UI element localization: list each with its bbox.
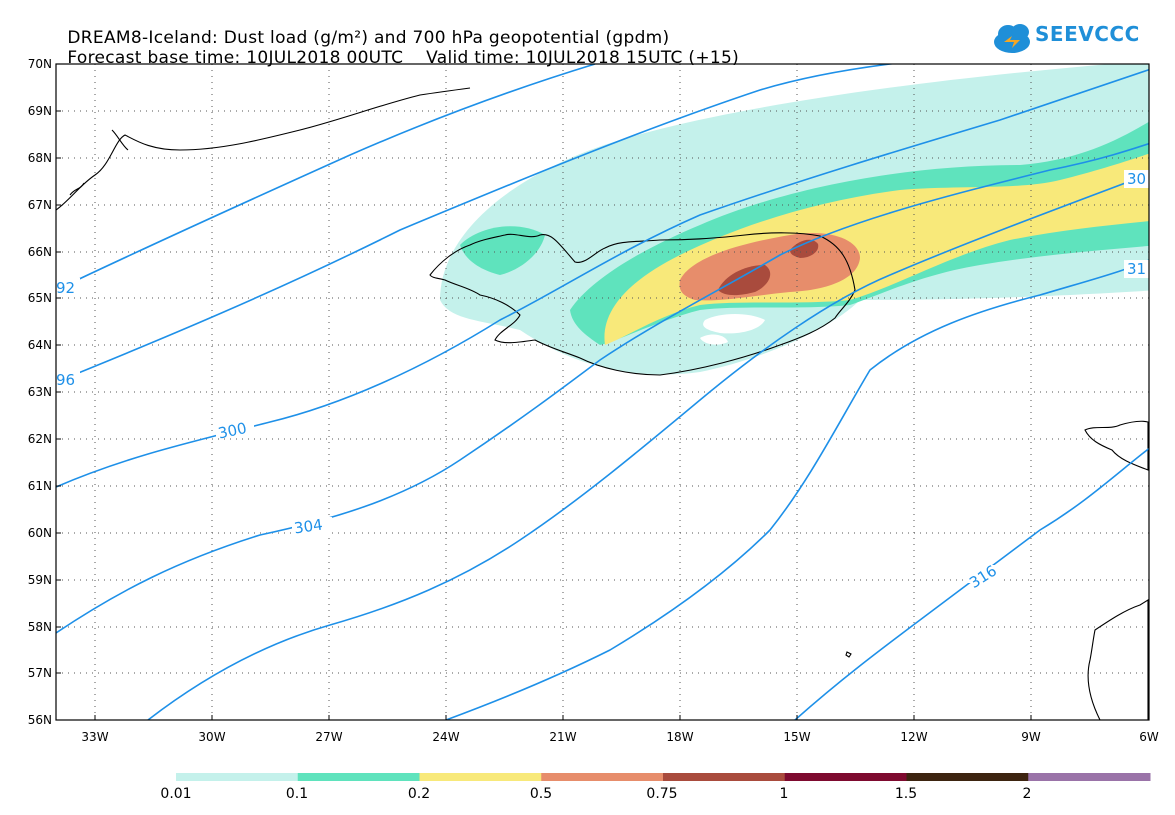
legend-swatch [297,773,420,781]
dust-area-0.75 [718,265,771,296]
lat-label: 56N [28,713,52,727]
dust-area-0.1 [460,226,545,275]
legend-swatch [541,773,664,781]
lat-label: 57N [28,666,52,680]
lon-label: 27W [315,730,342,744]
legend-label: 1.5 [895,786,917,802]
contour-label-30: 30 [1127,170,1146,188]
graticule [56,64,1149,720]
legend-label: 0.01 [160,786,191,802]
contour-label-92: 92 [56,279,75,297]
cloud-logo-icon [994,24,1030,53]
logo-text: SEEVCCC [1035,22,1140,46]
legend-swatch [906,773,1029,781]
contour-label-96: 96 [56,371,75,389]
lat-label: 70N [28,57,52,71]
coastline [56,87,1149,720]
legend-swatch [1028,773,1151,781]
legend-swatch [663,773,786,781]
lon-label: 24W [432,730,459,744]
seevccc-logo [994,24,1030,53]
lat-label: 62N [28,432,52,446]
lat-label: 60N [28,526,52,540]
contour-label-31: 31 [1127,260,1146,278]
lat-label: 65N [28,291,52,305]
lon-label: 33W [81,730,108,744]
legend-label: 1 [780,786,789,802]
legend-labels: 0.01 0.1 0.2 0.5 0.75 1 1.5 2 [160,786,1031,802]
lat-label: 59N [28,573,52,587]
legend-colorbar [176,773,1151,781]
lat-label: 63N [28,385,52,399]
lat-label: 68N [28,151,52,165]
longitude-labels: 33W 30W 27W 24W 21W 18W 15W 12W 9W 6W [81,730,1158,744]
contour-label-300: 300 [217,419,249,443]
latitude-labels: 70N 69N 68N 67N 66N 65N 64N 63N 62N 61N … [28,57,52,727]
map-title: DREAM8-Iceland: Dust load (g/m²) and 700… [56,8,669,48]
lon-label: 21W [549,730,576,744]
lat-label: 67N [28,198,52,212]
lon-label: 6W [1139,730,1159,744]
legend-label: 2 [1023,786,1032,802]
lon-label: 15W [783,730,810,744]
legend-label: 0.1 [286,786,308,802]
legend-label: 0.5 [530,786,552,802]
lat-label: 69N [28,104,52,118]
legend-swatch [419,773,542,781]
legend-swatch [176,773,299,781]
lon-label: 30W [198,730,225,744]
lon-label: 12W [900,730,927,744]
legend-swatch [784,773,907,781]
contour-label-304: 304 [293,516,324,538]
forecast-base-time: Forecast base time: 10JUL2018 00UTC [67,48,404,68]
legend-label: 0.75 [646,786,677,802]
lat-label: 58N [28,620,52,634]
lat-label: 64N [28,338,52,352]
lon-label: 9W [1021,730,1041,744]
legend-label: 0.2 [408,786,430,802]
lon-label: 18W [666,730,693,744]
map-subtitle: Forecast base time: 10JUL2018 00UTC Vali… [56,28,739,68]
lat-label: 61N [28,479,52,493]
title-line-1: DREAM8-Iceland: Dust load (g/m²) and 700… [67,28,670,48]
valid-time: Valid time: 10JUL2018 15UTC (+15) [426,48,740,68]
lat-label: 66N [28,245,52,259]
